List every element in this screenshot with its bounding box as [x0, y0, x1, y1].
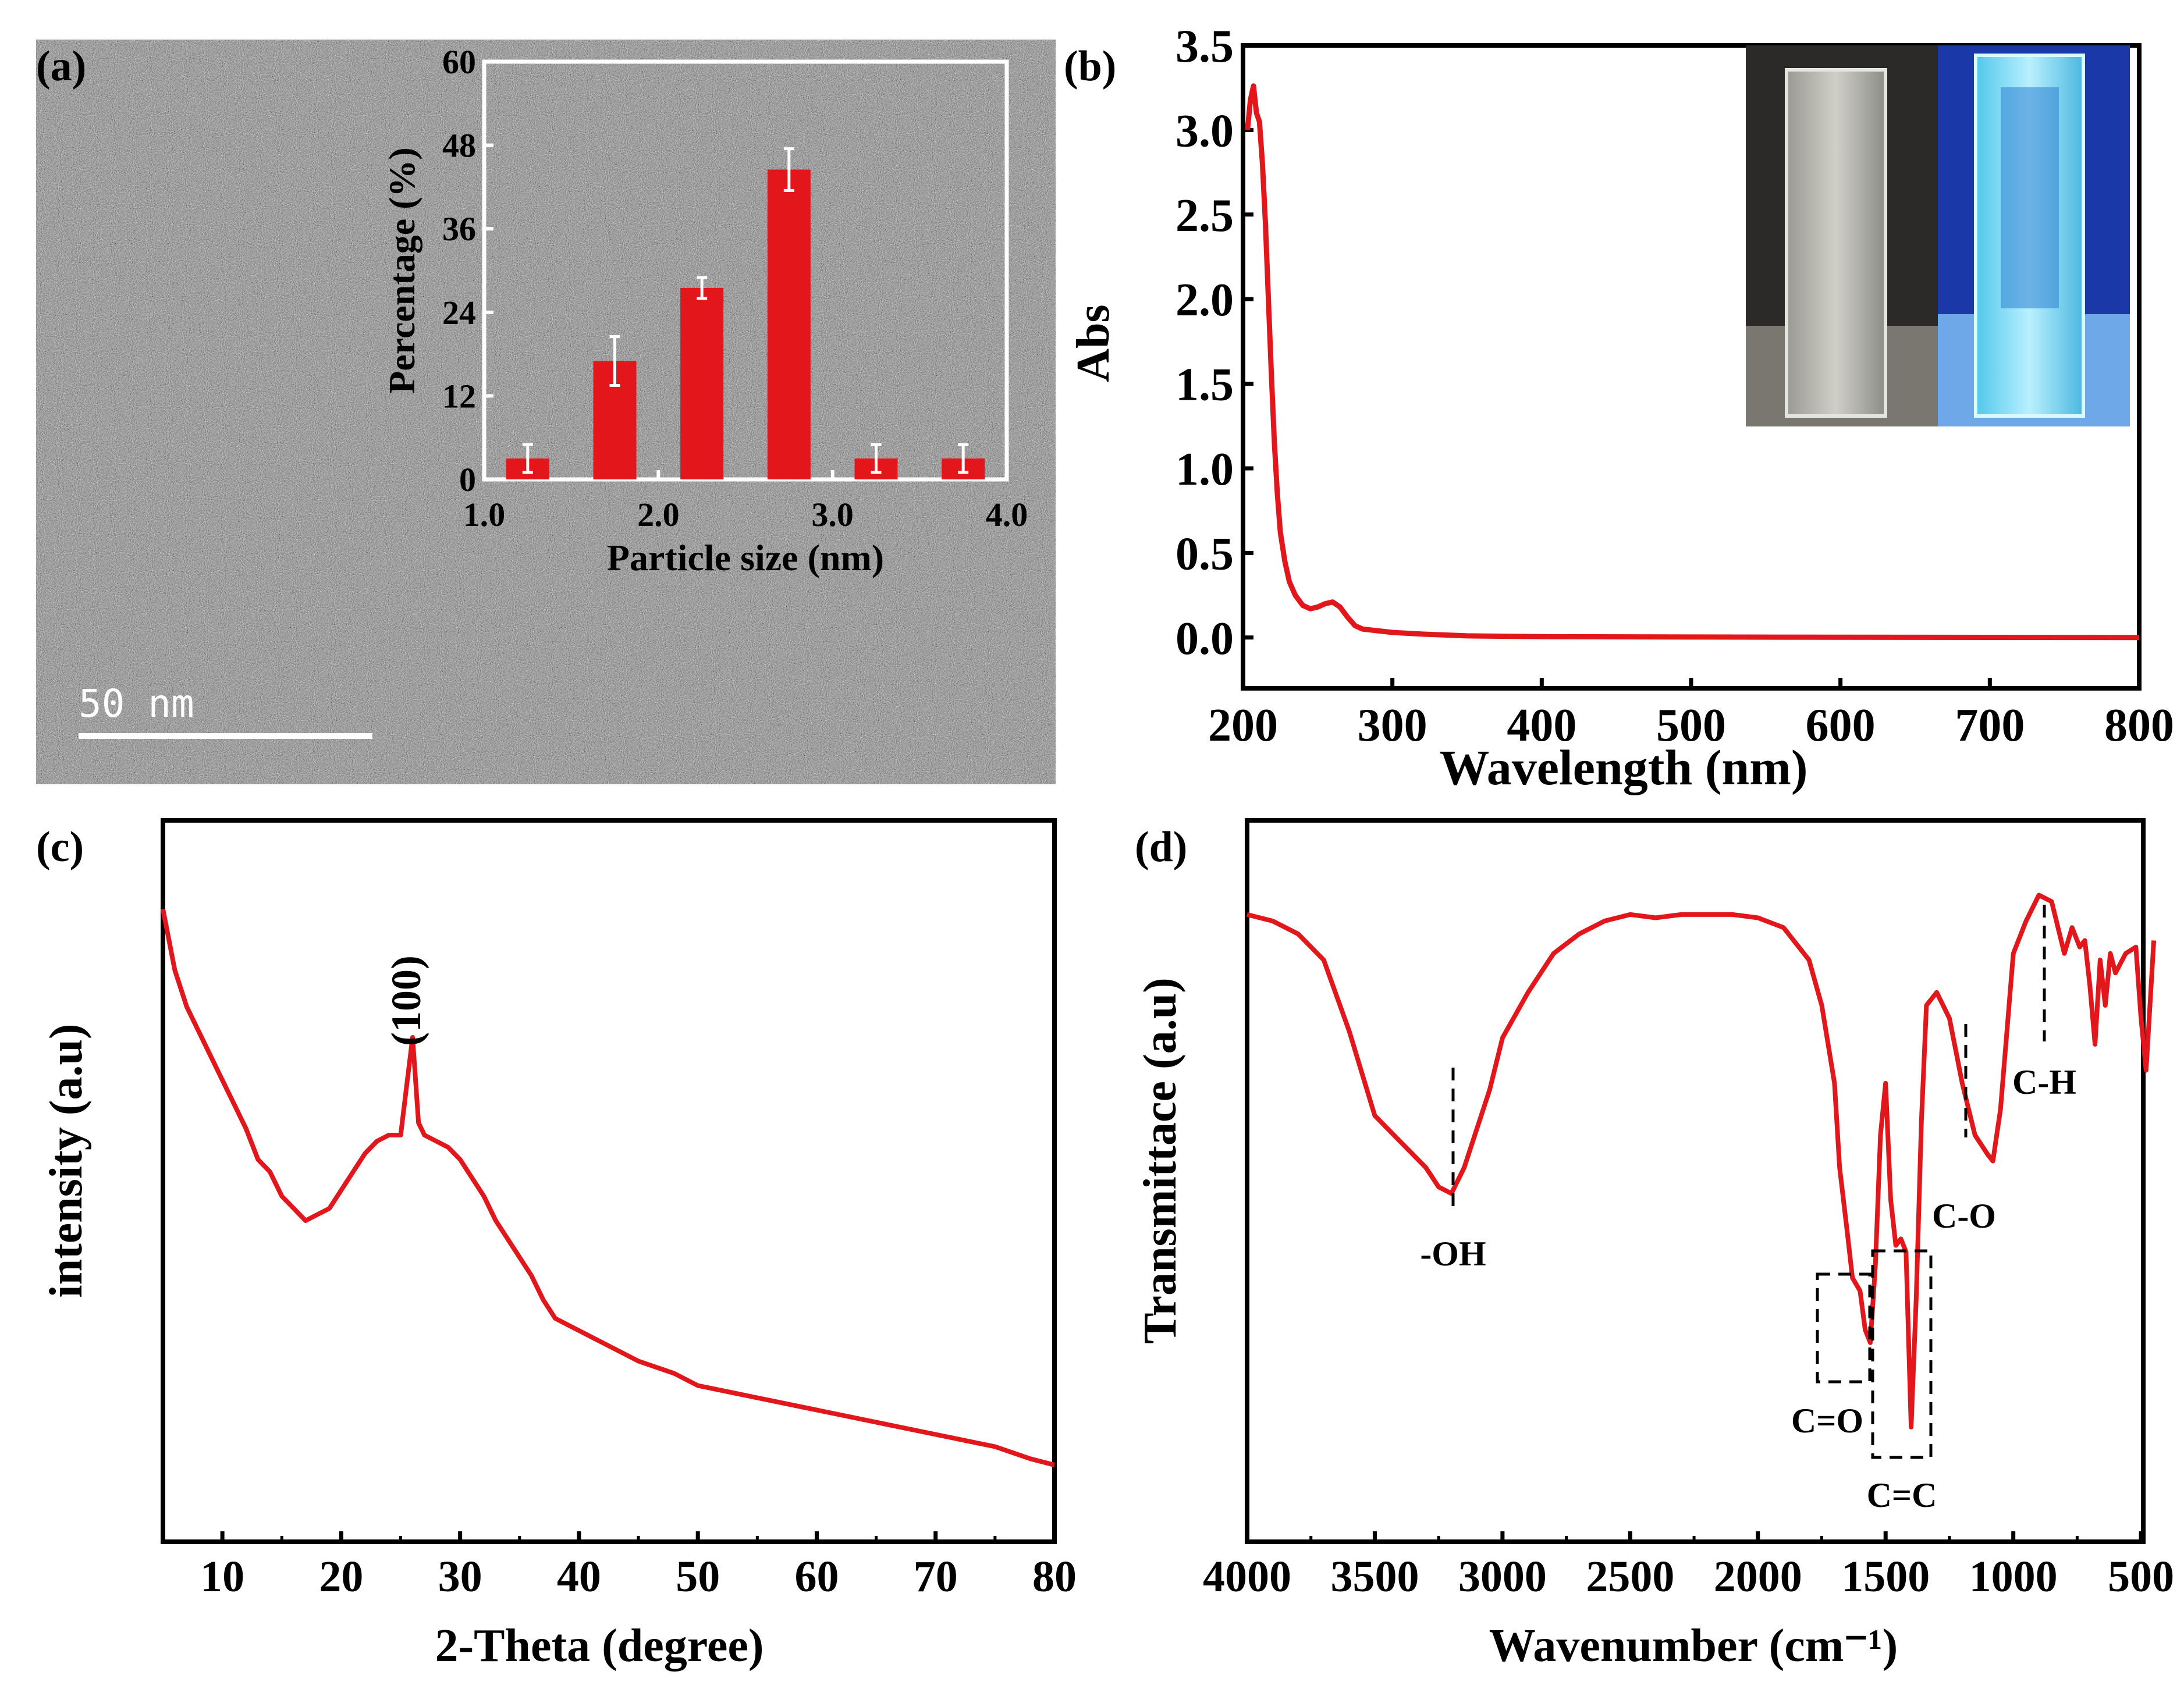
- xtick-label-d: 2000: [1714, 1552, 1802, 1601]
- ytick-label-b: 3.0: [1176, 105, 1234, 157]
- xtick-label-b: 600: [1806, 700, 1876, 751]
- annotation-co-double: C=O: [1791, 1272, 1872, 1440]
- ytick-label-b: 1.0: [1176, 444, 1234, 495]
- panel-c: (c) 10 20 30 40 50 60 70 80 intensity (a.u) 2-T…: [36, 818, 1077, 1672]
- xtick-label-c: 70: [914, 1552, 958, 1601]
- inset-xtick-label: 2.0: [637, 496, 680, 534]
- xtick-label-d: 1500: [1841, 1552, 1930, 1601]
- xtick-label-d: 2500: [1586, 1552, 1674, 1601]
- inset-ytick-label: 12: [442, 377, 476, 415]
- xtick-label-c: 40: [557, 1552, 601, 1601]
- xtick-label-c: 10: [200, 1552, 244, 1601]
- inset-ytick-label: 24: [442, 294, 476, 332]
- tem-noise: [36, 40, 1056, 784]
- ytick-label-b: 0.5: [1176, 528, 1234, 579]
- xtick-label-b: 800: [2104, 700, 2174, 751]
- inset-ytick-label: 48: [442, 127, 476, 165]
- axis-label-y-c: intensity (a.u): [41, 1023, 92, 1297]
- xtick-label-c: 30: [438, 1552, 482, 1601]
- peak-label-100: (100): [383, 955, 429, 1046]
- xtick-label-d: 1000: [1969, 1552, 2058, 1601]
- panel-a-label: (a): [36, 42, 86, 90]
- plot-frame-c: [161, 818, 1057, 1544]
- svg-text:C=C: C=C: [1867, 1476, 1937, 1514]
- annotation-cc: C=C: [1867, 1249, 1937, 1514]
- series-line-abs: [1245, 83, 2140, 641]
- panel-b: (b) 200 300 400 500 600 700 800 0.0 0.5 1.0 1.5 2.0…: [1064, 21, 2174, 795]
- panel-c-label: (c): [36, 823, 84, 871]
- xtick-label-d: 3000: [1458, 1552, 1547, 1601]
- panel-a: (a) 0 12 24 36 48 60 1.0 2.0 3.0 4.0 Percentage …: [36, 40, 1056, 784]
- annotation-oh: -OH: [1420, 1068, 1486, 1273]
- cuvette-photo: [1746, 45, 2130, 426]
- ytick-label-b: 0.0: [1176, 613, 1234, 664]
- svg-text:C-O: C-O: [1932, 1197, 1996, 1235]
- xtick-label-c: 20: [319, 1552, 363, 1601]
- inset-frame: [482, 59, 1009, 482]
- xtick-label-b: 500: [1656, 700, 1726, 751]
- inset-xtick-label: 3.0: [811, 496, 854, 534]
- axis-label-y-b: Abs: [1068, 304, 1119, 382]
- svg-text:-OH: -OH: [1420, 1235, 1486, 1273]
- ytick-label-b: 2.0: [1176, 275, 1234, 326]
- panel-d-label: (d): [1135, 823, 1187, 871]
- xtick-label-d: 4000: [1203, 1552, 1291, 1601]
- axis-label-x-c: 2-Theta (degree): [435, 1620, 764, 1672]
- annotation-c-o: C-O: [1932, 1024, 1996, 1235]
- inset-ytick-label: 60: [442, 43, 476, 81]
- xtick-label-b: 400: [1507, 700, 1576, 751]
- series-line-xrd: [161, 908, 1055, 1467]
- xtick-label-c: 80: [1032, 1552, 1077, 1601]
- annotation-ch: C-H: [2012, 905, 2076, 1101]
- inset-xlabel: Particle size (nm): [607, 537, 884, 578]
- xtick-label-d: 3500: [1330, 1552, 1419, 1601]
- series-line-ftir: [1247, 892, 2157, 1429]
- xtick-label-b: 200: [1208, 700, 1278, 751]
- axis-label-x-d: Wavenumber (cm⁻¹): [1489, 1620, 1898, 1672]
- svg-text:C=O: C=O: [1791, 1402, 1863, 1440]
- ytick-label-b: 1.5: [1176, 360, 1234, 411]
- axis-label-y-d: Transmittace (a.u): [1135, 977, 1186, 1344]
- inset-ytick-label: 0: [459, 461, 476, 499]
- inset-ytick-label: 36: [442, 210, 476, 248]
- svg-text:C-H: C-H: [2012, 1063, 2076, 1101]
- ytick-label-b: 2.5: [1176, 190, 1234, 241]
- xtick-label-c: 50: [676, 1552, 720, 1601]
- inset-ylabel: Percentage (%): [381, 147, 422, 394]
- plot-frame-d: [1245, 818, 2146, 1544]
- xtick-label-b: 700: [1955, 700, 2025, 751]
- ytick-label-b: 3.5: [1176, 21, 1234, 72]
- scale-bar-label: 50 nm: [79, 681, 194, 726]
- inset-bar: [680, 287, 724, 479]
- inset-xtick-label: 1.0: [463, 496, 506, 534]
- panel-b-label: (b): [1064, 42, 1116, 90]
- inset-xtick-label: 4.0: [986, 496, 1028, 534]
- axis-label-x-b: Wavelength (nm): [1439, 739, 1807, 795]
- xtick-label-d: 500: [2108, 1552, 2174, 1601]
- xtick-label-b: 300: [1358, 700, 1427, 751]
- inset-bar: [767, 169, 811, 479]
- panel-d: (d) 4000 3500 3000 2500 2000 1500 1000 500 Tran…: [1135, 818, 2174, 1672]
- xtick-label-c: 60: [794, 1552, 839, 1601]
